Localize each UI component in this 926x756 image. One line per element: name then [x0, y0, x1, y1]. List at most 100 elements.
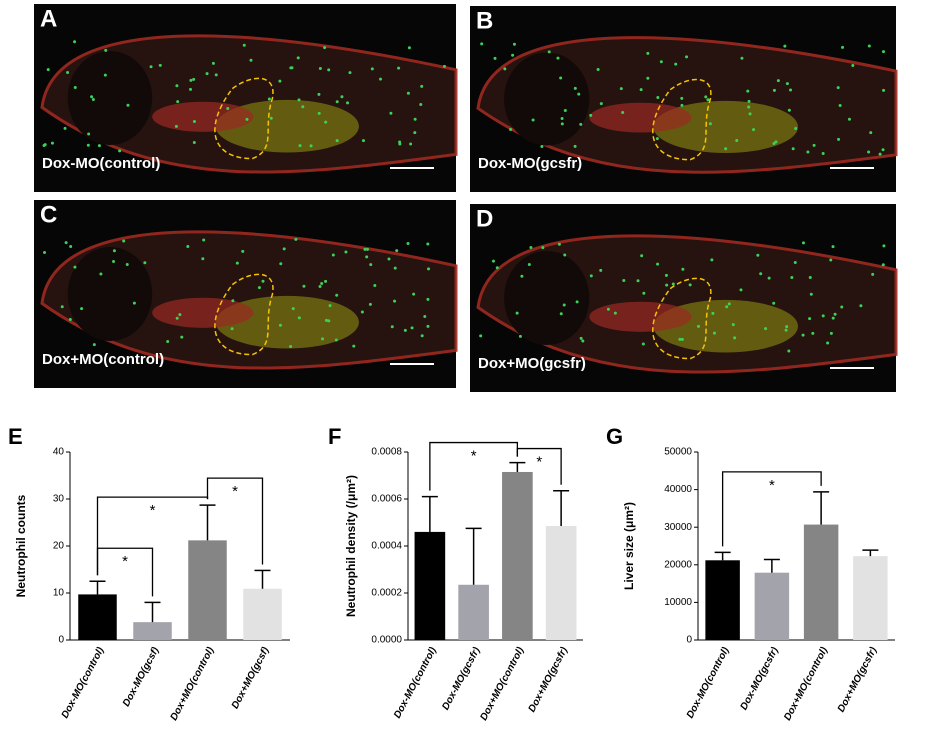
neutrophil-dot: [759, 272, 763, 276]
y-tick-label: 30: [53, 494, 65, 505]
neutrophil-dot: [406, 242, 410, 246]
neutrophil-dot: [656, 262, 660, 266]
neutrophil-dot: [318, 285, 322, 289]
neutrophil-dot: [821, 151, 825, 155]
neutrophil-dot: [681, 267, 685, 271]
x-tick-label: Dox-MO(gcsf): [121, 645, 162, 709]
neutrophil-dot: [369, 263, 373, 267]
neutrophil-dot: [249, 58, 253, 62]
neutrophil-dot: [527, 262, 531, 266]
neutrophil-dot: [831, 316, 835, 320]
neutrophil-dot: [296, 56, 300, 60]
neutrophil-dot: [557, 242, 561, 246]
neutrophil-dot: [92, 343, 96, 347]
bar: [545, 526, 577, 640]
neutrophil-dot: [413, 117, 417, 121]
bar: [78, 594, 117, 640]
neutrophil-dot: [837, 137, 841, 141]
neutrophil-dot: [747, 105, 751, 109]
neutrophil-dot: [149, 65, 153, 69]
neutrophil-dot: [869, 131, 873, 135]
panel-letter: D: [476, 205, 493, 232]
neutrophil-dot: [606, 307, 610, 311]
image-label: Dox-MO(control): [42, 155, 160, 172]
neutrophil-dot: [733, 336, 737, 340]
neutrophil-dot: [370, 67, 374, 71]
neutrophil-dot: [166, 339, 170, 343]
neutrophil-dot: [787, 349, 791, 353]
neutrophil-dot: [126, 103, 130, 107]
neutrophil-dot: [560, 122, 564, 126]
neutrophil-dot: [680, 96, 684, 100]
neutrophil-dot: [192, 140, 196, 144]
neutrophil-dot: [298, 144, 302, 148]
significance-star: *: [471, 448, 477, 465]
neutrophil-dot: [419, 102, 423, 106]
neutrophil-dot: [245, 117, 249, 121]
bar: [188, 540, 227, 640]
y-tick-label: 10000: [664, 597, 692, 608]
panel-letter: F: [328, 424, 341, 449]
neutrophil-dot: [559, 312, 563, 316]
neutrophil-dot: [812, 143, 816, 147]
neutrophil-dot: [836, 86, 840, 90]
panel-letter: B: [476, 7, 493, 34]
x-tick-label: Dox+MO(control): [169, 645, 217, 723]
neutrophil-dot: [368, 302, 372, 306]
neutrophil-dot: [426, 324, 430, 328]
liver-outline: [214, 273, 274, 356]
liver-outline: [652, 78, 712, 161]
neutrophil-dot: [257, 286, 261, 290]
neutrophil-dot: [787, 108, 791, 112]
neutrophil-dot: [642, 291, 646, 295]
neutrophil-dot: [725, 305, 729, 309]
neutrophil-dot: [335, 139, 339, 143]
neutrophil-dot: [801, 333, 805, 337]
neutrophil-dot: [746, 89, 750, 93]
neutrophil-dot: [531, 118, 535, 122]
neutrophil-dot: [783, 44, 787, 48]
x-tick-label: Dox+MO(gcsf): [230, 645, 272, 711]
neutrophil-dot: [317, 92, 321, 96]
neutrophil-dot: [118, 149, 122, 153]
neutrophil-dot: [678, 337, 682, 341]
bar-chart: F Neutrophil density (/μm²) 0.0000 0.0002 0.…: [328, 424, 583, 723]
neutrophil-dot: [579, 122, 583, 126]
neutrophil-dot: [395, 249, 399, 253]
image-label: Dox+MO(gcsfr): [478, 355, 586, 372]
neutrophil-dot: [559, 76, 563, 80]
neutrophil-dot: [365, 255, 369, 259]
neutrophil-dot: [426, 297, 430, 301]
image-label: Dox+MO(control): [42, 351, 164, 368]
neutrophil-dot: [189, 78, 193, 82]
neutrophil-dot: [409, 142, 413, 146]
neutrophil-dot: [423, 315, 427, 319]
neutrophil-dot: [708, 122, 712, 126]
panel-letter: A: [40, 5, 57, 32]
panel-letter: G: [606, 424, 623, 449]
y-axis-label: Neutrophil counts: [14, 494, 28, 597]
neutrophil-dot: [809, 292, 813, 296]
y-tick-label: 0.0000: [371, 635, 402, 646]
neutrophil-dot: [573, 144, 577, 148]
neutrophil-dot: [327, 319, 331, 323]
neutrophil-dot: [840, 305, 844, 309]
neutrophil-dot: [112, 260, 116, 264]
neutrophil-dot: [841, 45, 845, 49]
significance-star: *: [232, 483, 238, 500]
neutrophil-dot: [175, 84, 179, 88]
neutrophil-dot: [556, 56, 560, 60]
neutrophil-dot: [636, 279, 640, 283]
neutrophil-dot: [112, 249, 116, 253]
neutrophil-dot: [269, 116, 273, 120]
neutrophil-dot: [346, 101, 350, 105]
neutrophil-dot: [563, 108, 567, 112]
neutrophil-dot: [235, 261, 239, 265]
neutrophil-dot: [317, 111, 321, 115]
fish-eye: [504, 52, 590, 146]
neutrophil-dot: [86, 143, 90, 147]
neutrophil-dot: [158, 63, 162, 67]
y-tick-label: 50000: [664, 447, 692, 458]
neutrophil-dot: [73, 265, 77, 269]
